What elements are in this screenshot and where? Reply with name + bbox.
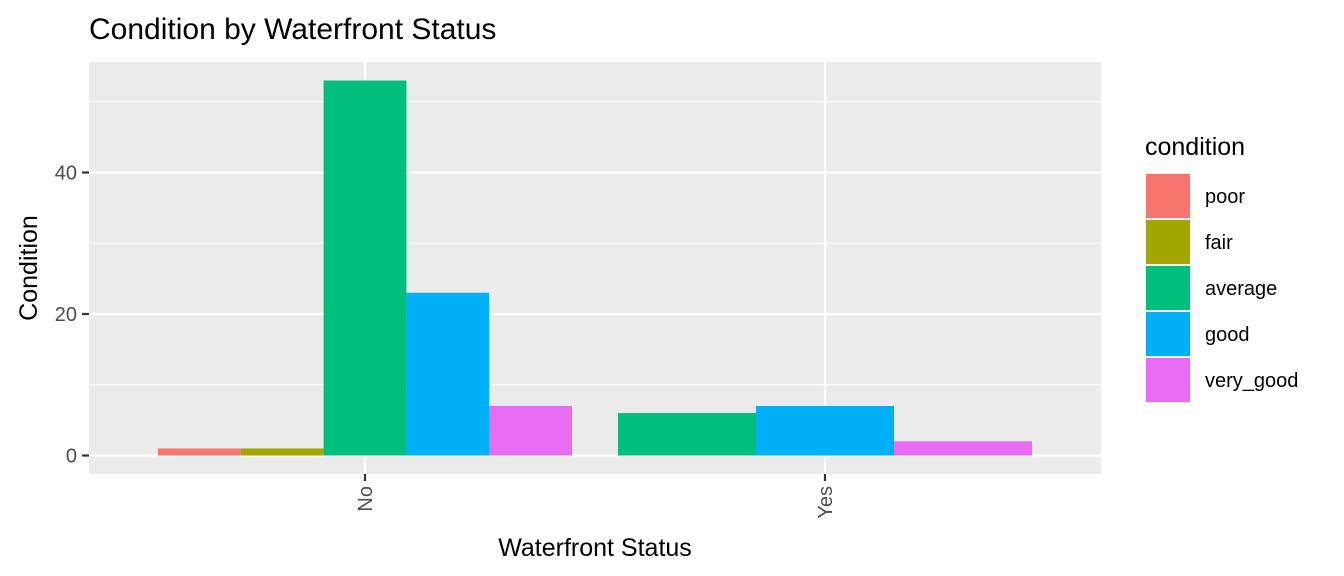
bar	[618, 413, 756, 456]
y-tick-label: 40	[55, 163, 77, 185]
legend-key-swatch	[1146, 312, 1190, 356]
bar	[894, 441, 1032, 456]
legend-keys: poor fair average good very_good	[1145, 173, 1298, 403]
legend-label: very_good	[1205, 370, 1298, 392]
legend-title: condition	[1145, 133, 1245, 161]
legend-key-swatch	[1146, 266, 1190, 310]
legend-key-swatch	[1146, 220, 1190, 264]
x-axis: No Yes	[355, 474, 837, 519]
bar	[323, 80, 407, 456]
y-axis-title: Condition	[15, 215, 43, 321]
legend-label: average	[1205, 278, 1277, 300]
plot-panel	[89, 62, 1101, 474]
bar	[489, 405, 572, 456]
bar	[406, 292, 490, 456]
x-tick-label: Yes	[815, 486, 837, 519]
legend-key-swatch	[1146, 358, 1190, 402]
legend-key-swatch	[1146, 174, 1190, 218]
bar	[240, 448, 324, 456]
bar	[158, 448, 241, 456]
legend-label: good	[1205, 324, 1250, 346]
x-tick-label: No	[355, 486, 377, 512]
minor-gridlines	[89, 101, 1101, 386]
y-tick-label: 0	[66, 446, 77, 468]
y-axis: 0 20 40	[55, 163, 89, 468]
legend-label: fair	[1205, 232, 1233, 254]
chart-title: Condition by Waterfront Status	[89, 13, 496, 46]
legend-label: poor	[1205, 186, 1245, 208]
legend: condition poor fair average good very_good	[1145, 133, 1298, 403]
bar	[756, 405, 894, 456]
y-tick-label: 20	[55, 304, 77, 326]
bars	[158, 80, 1032, 456]
x-axis-title: Waterfront Status	[498, 534, 692, 562]
